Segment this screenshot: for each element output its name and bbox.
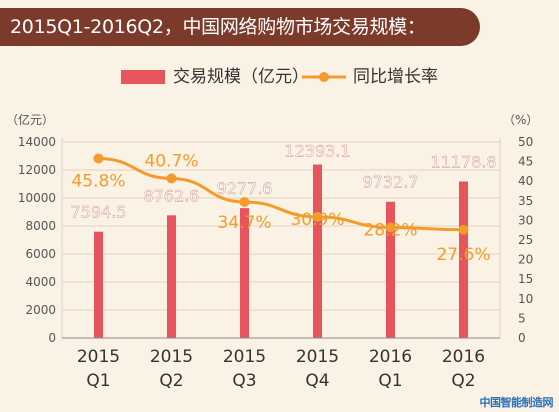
- y-right-tick-label: 45: [518, 155, 533, 169]
- line-series: 45.8% 40.7% 34.7% 30.9% 28.2% 27.6%: [71, 151, 490, 264]
- x-tick-label-year: 2015: [77, 347, 120, 367]
- y-left-tick-label: 2000: [25, 303, 56, 317]
- line-point: [385, 222, 396, 233]
- right-y-axis: 0 5 10 15 20 25 30 35 40 45 50 （%）: [499, 113, 538, 345]
- x-tick-label-year: 2016: [369, 347, 412, 367]
- y-right-tick-label: 25: [518, 233, 533, 247]
- bar: [240, 208, 249, 338]
- line-point: [93, 153, 104, 164]
- x-tick-label-year: 2015: [150, 347, 193, 367]
- x-tick-label-quarter: Q1: [378, 371, 402, 391]
- bar: [94, 231, 103, 338]
- y-left-tick-label: 4000: [25, 275, 56, 289]
- bar: [386, 201, 395, 338]
- y-right-tick-label: 20: [518, 253, 533, 267]
- x-axis: 2015 Q1 2015 Q2 2015 Q3 2015 Q4 2016 Q1 2016 Q2: [62, 337, 500, 391]
- x-tick-label-year: 2015: [296, 347, 339, 367]
- y-right-tick-label: 30: [518, 213, 533, 227]
- y-left-tick-label: 10000: [18, 191, 56, 205]
- y-right-unit-label: （%）: [503, 113, 538, 127]
- y-left-tick-label: 14000: [18, 135, 56, 149]
- line-point: [458, 224, 469, 235]
- x-tick-label-quarter: Q2: [159, 371, 183, 391]
- y-left-tick-label: 0: [48, 331, 56, 345]
- x-tick-label-quarter: Q3: [232, 371, 256, 391]
- y-right-tick-label: 50: [518, 135, 533, 149]
- x-tick-label-year: 2015: [223, 347, 266, 367]
- bar-data-label: 9277.6: [217, 179, 273, 198]
- line-point: [312, 211, 323, 222]
- legend: 交易规模（亿元） 同比增长率: [121, 67, 438, 87]
- line-data-label: 30.9%: [290, 210, 344, 230]
- bar-data-label: 9732.7: [363, 173, 419, 192]
- line-data-label: 27.6%: [436, 245, 490, 265]
- legend-marker-line: [319, 72, 329, 82]
- y-right-tick-label: 40: [518, 174, 533, 188]
- left-y-axis: 0 2000 4000 6000 8000 10000 12000 14000 （亿元）: [6, 112, 63, 345]
- y-left-unit-label: （亿元）: [6, 112, 54, 127]
- watermark-text: 中国智能制造网: [479, 396, 554, 409]
- y-left-tick-label: 8000: [25, 219, 56, 233]
- bar: [459, 181, 468, 338]
- line-point: [166, 173, 177, 184]
- legend-label-line: 同比增长率: [353, 67, 438, 87]
- legend-swatch-bar: [121, 70, 165, 84]
- bar: [167, 215, 176, 338]
- y-left-tick-label: 12000: [18, 163, 56, 177]
- y-right-tick-label: 0: [518, 331, 526, 345]
- y-right-tick-label: 10: [518, 292, 533, 306]
- line-data-label: 45.8%: [71, 171, 125, 191]
- bar-data-label: 7594.5: [71, 203, 127, 222]
- x-tick-label-quarter: Q2: [451, 371, 475, 391]
- bar-data-label: 8762.6: [144, 186, 200, 205]
- line-point: [239, 196, 250, 207]
- y-right-tick-label: 35: [518, 194, 533, 208]
- line-data-label: 40.7%: [144, 151, 198, 171]
- bar-series: 7594.5 8762.6 9277.6 12393.1 9732.7 11178.8: [70, 141, 497, 338]
- y-left-tick-label: 6000: [25, 247, 56, 261]
- y-right-tick-label: 5: [518, 311, 526, 325]
- bar-data-label: 12393.1: [284, 141, 350, 160]
- y-right-tick-label: 15: [518, 272, 533, 286]
- x-tick-label-quarter: Q1: [86, 371, 110, 391]
- line-data-label: 34.7%: [217, 213, 271, 233]
- bar-data-label: 11178.8: [430, 152, 496, 171]
- chart-title: 2015Q1-2016Q2，中国网络购物市场交易规模：: [0, 8, 480, 46]
- x-tick-label-quarter: Q4: [305, 371, 329, 391]
- bar: [313, 164, 322, 338]
- legend-label-bar: 交易规模（亿元）: [173, 67, 309, 87]
- line-data-label: 28.2%: [363, 220, 417, 240]
- x-tick-label-year: 2016: [442, 347, 485, 367]
